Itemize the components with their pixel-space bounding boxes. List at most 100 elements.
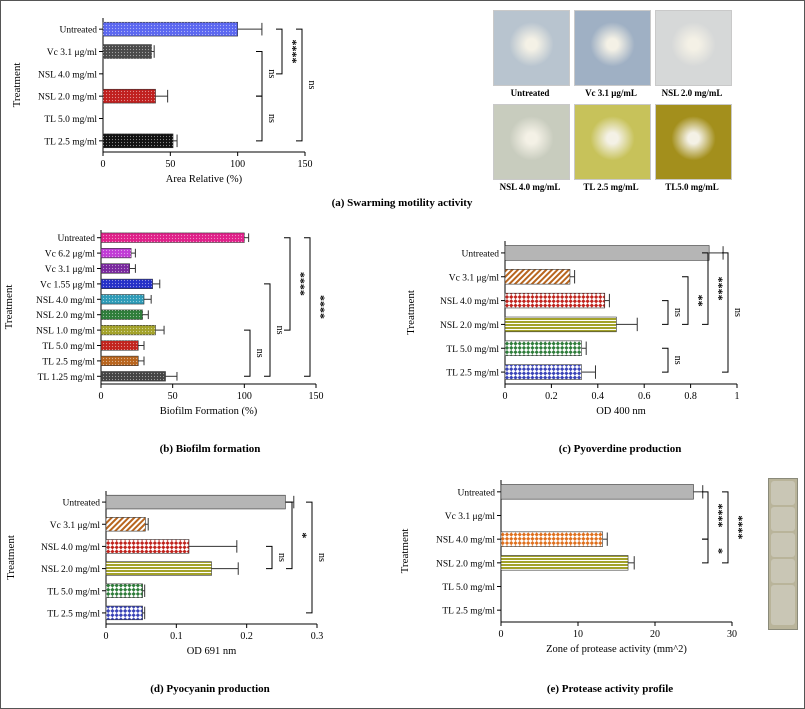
- significance-label: ns: [266, 114, 277, 123]
- bar: [105, 605, 143, 621]
- significance-label: ns: [306, 81, 317, 90]
- y-axis-label: Treatment: [405, 290, 417, 335]
- bar: [105, 583, 143, 598]
- plate-cell: [771, 559, 795, 583]
- bar: [500, 531, 603, 547]
- category-label: Vc 1.55 μg/ml: [40, 280, 95, 290]
- category-label: Untreated: [458, 488, 496, 498]
- category-label: NSL 4.0 mg/ml: [440, 297, 499, 307]
- bar-texture: [101, 325, 156, 335]
- x-tick-label: 150: [298, 159, 313, 170]
- category-label: TL 5.0 mg/ml: [44, 115, 97, 125]
- significance-label: **: [692, 295, 706, 307]
- x-tick-label: 30: [727, 629, 737, 640]
- x-tick-label: 0.8: [684, 391, 697, 402]
- significance-bracket: [264, 283, 271, 377]
- bar-texture: [101, 340, 139, 351]
- significance-label: ns: [254, 349, 265, 358]
- significance-bracket: [296, 28, 303, 142]
- bar-texture: [101, 263, 130, 274]
- category-label: NSL 1.0 mg/ml: [36, 327, 95, 337]
- significance-label: *: [712, 548, 726, 554]
- caption-b: (b) Biofilm formation: [160, 443, 261, 455]
- x-tick-label: 100: [237, 391, 252, 402]
- y-axis-label: Treatment: [399, 529, 411, 574]
- category-label: TL 5.0 mg/ml: [442, 583, 495, 593]
- significance-label: ns: [732, 308, 743, 317]
- significance-bracket: [286, 501, 293, 570]
- bar-texture: [101, 371, 166, 382]
- category-label: TL 5.0 mg/ml: [446, 345, 499, 355]
- x-tick-label: 150: [309, 391, 324, 402]
- photo-label: NSL 4.0 mg/mL: [499, 182, 561, 192]
- bar-texture: [101, 248, 132, 258]
- bar-texture: [103, 22, 238, 37]
- category-label: NSL 4.0 mg/ml: [38, 70, 97, 80]
- category-label: Untreated: [462, 249, 500, 259]
- x-tick-label: 0.1: [170, 631, 183, 642]
- x-tick-label: 0: [104, 631, 109, 642]
- category-label: NSL 2.0 mg/ml: [440, 321, 499, 331]
- category-label: Vc 6.2 μg/ml: [45, 250, 96, 260]
- significance-bracket: [266, 545, 273, 570]
- category-label: TL 2.5 mg/ml: [442, 607, 495, 617]
- category-label: TL 2.5 mg/ml: [47, 609, 100, 619]
- category-label: Vc 3.1 μg/ml: [445, 512, 496, 522]
- significance-bracket: [276, 28, 283, 75]
- x-tick-label: 0.3: [311, 631, 324, 642]
- significance-label: ****: [294, 272, 308, 296]
- bar-texture: [101, 356, 139, 366]
- significance-bracket: [702, 538, 709, 564]
- significance-bracket: [662, 347, 669, 373]
- y-axis-label: Treatment: [5, 535, 17, 580]
- significance-label: ****: [712, 504, 726, 528]
- significance-bracket: [306, 501, 313, 614]
- bar: [500, 484, 694, 500]
- significance-bracket: [244, 329, 251, 377]
- plate-cell: [771, 481, 795, 505]
- bar: [105, 517, 146, 532]
- significance-bracket: [256, 95, 263, 142]
- swarming-photo-grid: Untreated Vc 3.1 μg/mL NSL 2.0 mg/mL NSL…: [490, 10, 795, 200]
- category-label: Untreated: [63, 499, 101, 509]
- category-label: TL 2.5 mg/ml: [44, 137, 97, 147]
- category-label: NSL 4.0 mg/ml: [36, 296, 95, 306]
- x-tick-label: 0.6: [638, 391, 651, 402]
- x-tick-label: 1: [735, 391, 740, 402]
- category-label: NSL 2.0 mg/ml: [436, 559, 495, 569]
- photo-label: TL5.0 mg/mL: [665, 182, 719, 192]
- significance-label: ****: [314, 295, 328, 319]
- significance-label: ****: [286, 40, 300, 64]
- significance-label: ns: [672, 356, 683, 365]
- photo-label: TL 2.5 mg/mL: [583, 182, 639, 192]
- category-label: Vc 3.1 μg/ml: [50, 521, 101, 531]
- category-label: NSL 2.0 mg/ml: [41, 565, 100, 575]
- significance-label: ns: [274, 326, 285, 335]
- x-tick-label: 0.2: [240, 631, 253, 642]
- category-label: NSL 2.0 mg/ml: [36, 311, 95, 321]
- x-axis-label: OD 400 nm: [596, 406, 646, 417]
- x-tick-label: 0: [99, 391, 104, 402]
- category-label: Untreated: [60, 26, 98, 36]
- bar-texture: [101, 279, 153, 289]
- significance-label: *: [296, 532, 310, 538]
- photo-label: Vc 3.1 μg/mL: [585, 88, 637, 98]
- caption-d: (d) Pyocyanin production: [150, 683, 270, 695]
- x-axis-label: Zone of protease activity (mm^2): [546, 644, 687, 655]
- x-tick-label: 20: [650, 629, 660, 640]
- bar-texture: [103, 133, 174, 148]
- bar: [504, 340, 582, 356]
- photo-nsl-4: [493, 104, 570, 180]
- significance-label: ns: [316, 553, 327, 562]
- bar: [500, 555, 629, 571]
- significance-label: ns: [266, 69, 277, 78]
- bar: [504, 269, 571, 285]
- photo-tl-5: [655, 104, 732, 180]
- photo-nsl-2: [655, 10, 732, 86]
- bar: [504, 245, 710, 261]
- photo-label: Untreated: [510, 88, 550, 98]
- category-label: TL 2.5 mg/ml: [446, 369, 499, 379]
- category-label: NSL 2.0 mg/ml: [38, 93, 97, 103]
- category-label: TL 5.0 mg/ml: [42, 342, 95, 352]
